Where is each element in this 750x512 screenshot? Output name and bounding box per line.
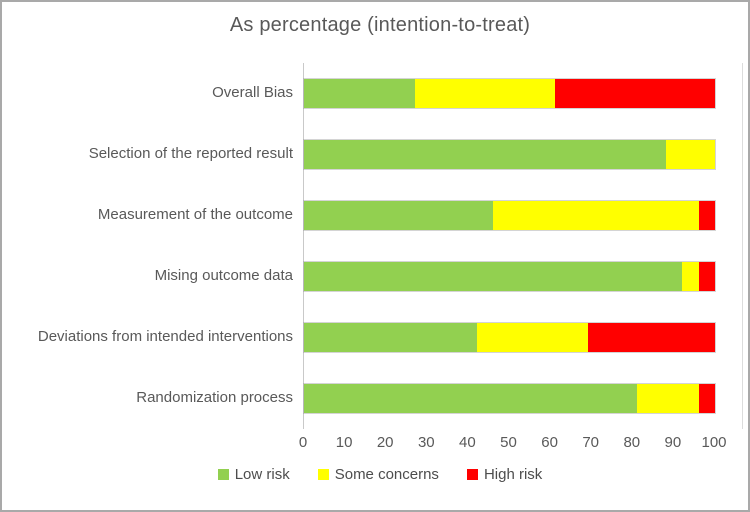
bar-row: Measurement of the outcome [12, 185, 748, 246]
x-tick-label: 30 [417, 434, 435, 451]
bar-segment-some-concerns [636, 384, 699, 413]
x-tick-label: 50 [500, 434, 517, 451]
category-label: Measurement of the outcome [97, 206, 293, 224]
legend-swatch-low-risk [217, 469, 229, 480]
x-tick-label: 100 [701, 434, 727, 451]
bar-row: Randomization process [12, 368, 748, 429]
legend-item-low-risk: Low risk [217, 466, 290, 483]
bar-row: Deviations from intended interventions [12, 307, 748, 368]
bar-segment-some-concerns [682, 262, 699, 291]
legend-swatch-high-risk [466, 469, 478, 480]
bar-segment-some-concerns [665, 140, 715, 169]
x-tick-label: 80 [623, 434, 641, 451]
bar-segment-high-risk [698, 384, 715, 413]
x-tick-label: 0 [298, 434, 308, 451]
bar-segment-high-risk [554, 79, 715, 108]
x-axis-ticks: 0 10 20 30 40 50 60 70 80 90 100 [299, 429, 743, 453]
category-label: Randomization process [136, 389, 293, 407]
bar-track [303, 63, 743, 124]
bar-segment-some-concerns [476, 323, 588, 352]
bar-segment-low-risk [304, 384, 637, 413]
legend-swatch-some-concerns [317, 469, 329, 480]
legend-item-high-risk: High risk [466, 466, 543, 483]
stacked-bar [303, 322, 716, 353]
bar-segment-high-risk [587, 323, 715, 352]
x-tick-label: 90 [664, 434, 682, 451]
bar-track [303, 185, 743, 246]
bar-segment-low-risk [304, 323, 477, 352]
bar-segment-high-risk [698, 262, 715, 291]
bar-segment-low-risk [304, 79, 415, 108]
x-tick-label: 60 [541, 434, 558, 451]
legend-label: Low risk [234, 466, 290, 483]
bar-row: Overall Bias [12, 63, 748, 124]
x-axis-spacer [12, 429, 303, 453]
bar-row: Mising outcome data [12, 246, 748, 307]
bar-segment-high-risk [698, 201, 715, 230]
bar-segment-low-risk [304, 201, 494, 230]
x-axis: 0 10 20 30 40 50 60 70 80 90 100 [12, 429, 748, 453]
bar-segment-low-risk [304, 262, 683, 291]
bar-segment-some-concerns [414, 79, 555, 108]
bar-track [303, 124, 743, 185]
x-tick-label: 40 [459, 434, 476, 451]
category-label: Overall Bias [212, 84, 293, 102]
x-tick-label: 10 [335, 434, 353, 451]
category-label: Mising outcome data [154, 267, 293, 285]
bar-track [303, 246, 743, 307]
bar-track [303, 368, 743, 429]
stacked-bar [303, 200, 716, 231]
legend-item-some-concerns: Some concerns [317, 466, 439, 483]
stacked-bar [303, 78, 716, 109]
legend-label: High risk [483, 466, 543, 483]
legend-label: Some concerns [334, 466, 439, 483]
x-tick-label: 70 [582, 434, 600, 451]
bar-rows: Overall Bias Selection of the reported re… [12, 63, 748, 429]
bar-row: Selection of the reported result [12, 124, 748, 185]
bar-segment-some-concerns [493, 201, 699, 230]
stacked-bar [303, 139, 716, 170]
category-label: Selection of the reported result [88, 145, 293, 163]
bar-segment-low-risk [304, 140, 666, 169]
x-tick-label: 20 [376, 434, 394, 451]
stacked-bar [303, 383, 716, 414]
legend: Low risk Some concerns High risk [12, 466, 748, 483]
category-label: Deviations from intended interventions [37, 328, 293, 346]
chart-title: As percentage (intention-to-treat) [229, 14, 531, 36]
stacked-bar [303, 261, 716, 292]
bar-track [303, 307, 743, 368]
